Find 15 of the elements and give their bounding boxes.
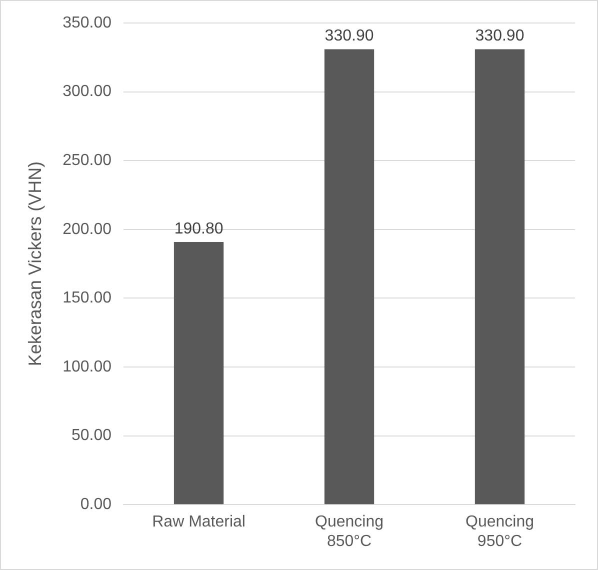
y-tick-label: 150.00	[62, 290, 112, 307]
data-label: 330.90	[475, 28, 524, 45]
y-tick-label: 350.00	[62, 14, 112, 32]
y-tick-label: 50.00	[71, 427, 112, 444]
x-tick-label: Quencing 950°C	[466, 514, 534, 550]
y-tick-label: 200.00	[62, 220, 112, 238]
y-axis-title: Kekerasan Vickers (VHN)	[24, 161, 45, 366]
data-label: 330.90	[324, 28, 374, 45]
y-tick-label: 250.00	[62, 152, 112, 170]
data-label: 190.80	[174, 220, 224, 238]
y-tick-label: 300.00	[62, 83, 112, 100]
y-tick-label: 100.00	[62, 358, 112, 376]
y-tick-label: 0.00	[80, 496, 112, 514]
x-tick-label: Raw Material	[152, 514, 246, 531]
x-tick-label: Quencing 850°C	[315, 514, 384, 550]
